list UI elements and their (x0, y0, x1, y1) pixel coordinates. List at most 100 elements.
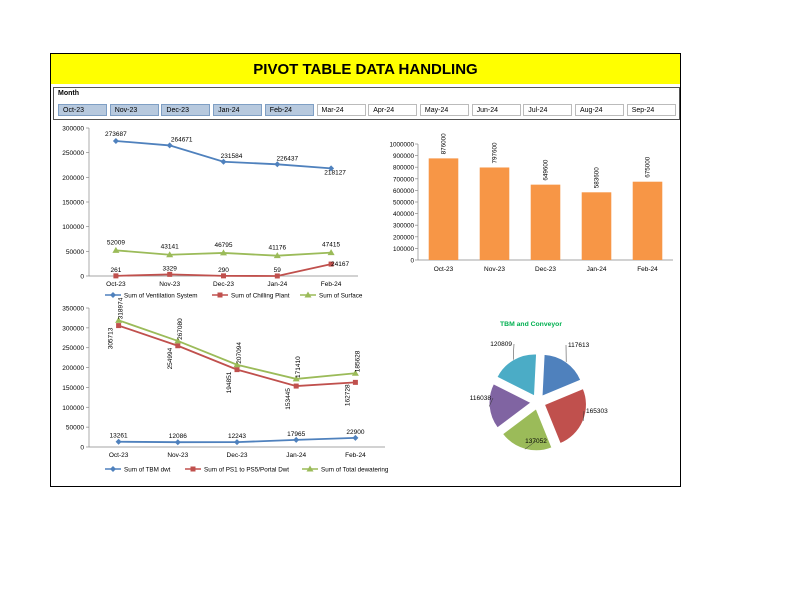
data-label: 153445 (285, 388, 292, 410)
x-tick-label: Nov-23 (159, 281, 180, 288)
leader-line (513, 343, 515, 360)
data-point (167, 271, 173, 277)
page-title: PIVOT TABLE DATA HANDLING (51, 54, 680, 84)
data-label: 24167 (331, 261, 349, 268)
legend-label: Sum of TBM dwt (124, 466, 171, 473)
legend-label: Sum of Surface (319, 292, 363, 299)
slicer-item-mar-24[interactable]: Mar-24 (316, 104, 366, 116)
y-tick-label: 250000 (62, 150, 84, 157)
data-point (115, 316, 123, 323)
legend-label: Sum of Total dewatering (321, 466, 389, 473)
data-label: 194851 (226, 371, 233, 393)
slicer-item-sep-24[interactable]: Sep-24 (626, 104, 676, 116)
y-tick-label: 150000 (62, 385, 84, 392)
y-tick-label: 200000 (393, 234, 415, 241)
legend-label: Sum of Ventilation System (124, 292, 198, 299)
data-label: 218127 (324, 169, 346, 176)
slicer-item-may-24[interactable]: May-24 (419, 104, 469, 116)
x-tick-label: Feb-24 (345, 452, 366, 459)
data-label: 137052 (525, 438, 547, 445)
slicer-item-oct-23[interactable]: Oct-23 (58, 104, 107, 116)
slicer-item-aug-24[interactable]: Aug-24 (575, 104, 624, 116)
y-tick-label: 200000 (62, 175, 84, 182)
data-point (274, 273, 280, 279)
slicer-item-jul-24[interactable]: Jul-24 (523, 104, 573, 116)
data-label: 267080 (177, 318, 184, 340)
slicer-item-feb-24[interactable]: Feb-24 (264, 104, 314, 116)
data-label: 675000 (645, 156, 652, 178)
x-tick-label: Dec-23 (535, 266, 556, 273)
legend-marker (304, 291, 312, 298)
data-point (112, 137, 119, 144)
y-tick-label: 100000 (62, 405, 84, 412)
data-label: 117613 (568, 342, 590, 349)
y-tick-label: 1000000 (389, 142, 414, 149)
y-tick-label: 300000 (393, 223, 415, 230)
legend-marker (110, 292, 116, 298)
data-label: 226437 (276, 155, 298, 162)
legend-marker (190, 466, 196, 472)
data-label: 185628 (354, 350, 361, 372)
data-label: 12243 (228, 433, 246, 440)
data-point (274, 161, 281, 168)
y-tick-label: 0 (410, 258, 414, 265)
y-tick-label: 350000 (62, 306, 84, 313)
data-label: 46795 (214, 242, 232, 249)
x-tick-label: Oct-23 (434, 266, 454, 273)
slicer-item-dec-23[interactable]: Dec-23 (161, 104, 211, 116)
legend-label: Sum of Chilling Plant (231, 292, 290, 299)
data-label: 13261 (110, 433, 128, 440)
data-point (175, 343, 181, 349)
data-label: 17965 (287, 431, 305, 438)
slicer-item-nov-23[interactable]: Nov-23 (109, 104, 159, 116)
y-tick-label: 600000 (393, 188, 415, 195)
legend-label: Sum of PS1 to PS5/Portal Dwt (204, 466, 289, 473)
data-point (220, 249, 227, 256)
y-tick-label: 400000 (393, 211, 415, 218)
data-point (352, 379, 358, 385)
data-point (113, 273, 119, 279)
y-tick-label: 0 (80, 274, 84, 281)
x-tick-label: Dec-23 (213, 281, 234, 288)
slicer-item-apr-24[interactable]: Apr-24 (368, 104, 418, 116)
data-point (115, 438, 122, 445)
legend-marker (217, 292, 223, 298)
y-tick-label: 900000 (393, 153, 415, 160)
data-label: 254994 (167, 347, 174, 369)
bar (581, 192, 612, 260)
x-tick-label: Dec-23 (227, 452, 248, 459)
monthly-bar-chart: 0 100000 200000 300000 400000 500000 600000 700… (389, 133, 673, 273)
data-point (352, 434, 359, 441)
y-tick-label: 700000 (393, 176, 415, 183)
slicer-item-jan-24[interactable]: Jan-24 (213, 104, 263, 116)
y-tick-label: 500000 (393, 200, 415, 207)
slicer-item-jun-24[interactable]: Jun-24 (471, 104, 521, 116)
data-label: 22900 (346, 429, 364, 436)
leader-line (524, 440, 537, 450)
data-point (351, 369, 359, 376)
data-label: 261 (110, 267, 121, 274)
pie-slice (496, 353, 538, 397)
data-label: 583600 (594, 167, 601, 189)
data-label: 59 (274, 267, 282, 274)
pie-title: TBM and Conveyor (500, 321, 562, 328)
y-tick-label: 300000 (62, 126, 84, 133)
y-tick-label: 200000 (62, 365, 84, 372)
x-tick-label: Oct-23 (109, 452, 129, 459)
data-point (328, 261, 334, 267)
data-point (234, 367, 240, 373)
data-label: 290 (218, 267, 229, 274)
legend-marker (110, 466, 116, 472)
data-point (116, 323, 122, 329)
leader-line (488, 397, 494, 407)
pie-slice (543, 387, 587, 445)
x-tick-label: Jan-24 (587, 266, 607, 273)
y-tick-label: 0 (80, 445, 84, 452)
data-label: 116038 (470, 395, 492, 402)
data-label: 47415 (322, 242, 340, 249)
data-label: 165303 (586, 408, 608, 415)
data-point (293, 383, 299, 389)
data-point (166, 251, 174, 258)
data-point (112, 246, 120, 253)
month-slicer[interactable]: Month Oct-23 Nov-23 Dec-23 Jan-24 Feb-24 Mar-… (53, 87, 680, 120)
